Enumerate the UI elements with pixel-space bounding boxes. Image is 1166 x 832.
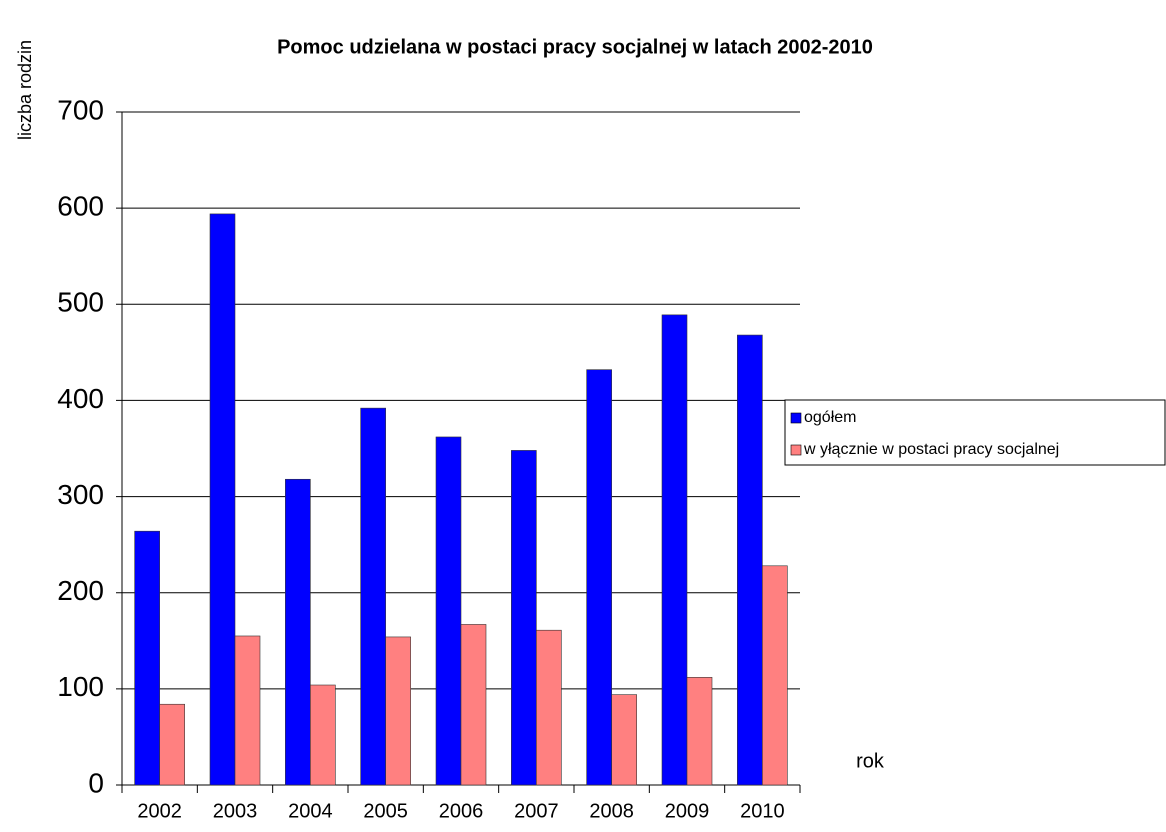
y-tick-label: 200: [57, 575, 104, 606]
bar: [360, 407, 386, 786]
legend-label: ogółem: [804, 409, 856, 426]
y-tick-label: 300: [57, 479, 104, 510]
x-tick-label: 2003: [213, 800, 258, 822]
bar: [536, 629, 562, 786]
chart-title: Pomoc udzielana w postaci pracy socjalne…: [277, 36, 873, 58]
bar: [586, 369, 612, 786]
bar: [611, 694, 637, 786]
bar: [661, 314, 688, 786]
bar: [511, 450, 537, 786]
bar: [435, 436, 462, 786]
bar: [234, 635, 261, 786]
x-tick-label: 2010: [740, 800, 785, 822]
x-tick-label: 2009: [665, 800, 710, 822]
bar: [686, 677, 713, 786]
legend-swatch: [790, 412, 802, 424]
x-tick-label: 2006: [439, 800, 484, 822]
bar: [209, 213, 236, 786]
x-axis-label: rok: [856, 750, 885, 772]
bar: [134, 530, 160, 786]
x-tick-label: 2007: [514, 800, 559, 822]
bar: [385, 636, 411, 786]
legend-box: [784, 399, 1166, 466]
legend-swatch: [790, 444, 802, 456]
legend-label: w yłącznie w postaci pracy socjalnej: [803, 441, 1059, 458]
bar: [159, 703, 185, 786]
y-tick-label: 400: [57, 383, 104, 414]
y-tick-label: 500: [57, 287, 104, 318]
bar: [285, 478, 311, 786]
bar: [460, 624, 487, 786]
bar: [310, 684, 336, 786]
x-tick-label: 2004: [288, 800, 333, 822]
x-tick-label: 2005: [363, 800, 408, 822]
y-tick-label: 0: [88, 767, 104, 798]
y-axis-label: liczba rodzin: [15, 40, 35, 140]
x-tick-label: 2002: [137, 800, 182, 822]
bar: [762, 565, 788, 786]
y-tick-label: 100: [57, 671, 104, 702]
bar: [737, 334, 763, 786]
y-tick-label: 600: [57, 191, 104, 222]
x-tick-label: 2008: [589, 800, 634, 822]
y-tick-label: 700: [57, 94, 104, 125]
